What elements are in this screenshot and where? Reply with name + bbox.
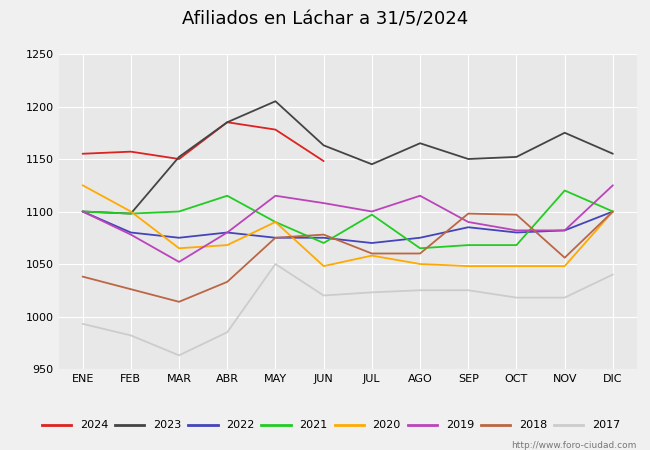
Text: 2020: 2020 xyxy=(372,420,401,430)
Text: 2017: 2017 xyxy=(592,420,620,430)
Text: Afiliados en Láchar a 31/5/2024: Afiliados en Láchar a 31/5/2024 xyxy=(182,10,468,28)
Text: 2021: 2021 xyxy=(300,420,328,430)
Text: 2023: 2023 xyxy=(153,420,181,430)
Text: 2018: 2018 xyxy=(519,420,547,430)
Text: http://www.foro-ciudad.com: http://www.foro-ciudad.com xyxy=(512,441,637,450)
Text: 2019: 2019 xyxy=(446,420,474,430)
Text: 2024: 2024 xyxy=(80,420,109,430)
Text: 2022: 2022 xyxy=(226,420,255,430)
